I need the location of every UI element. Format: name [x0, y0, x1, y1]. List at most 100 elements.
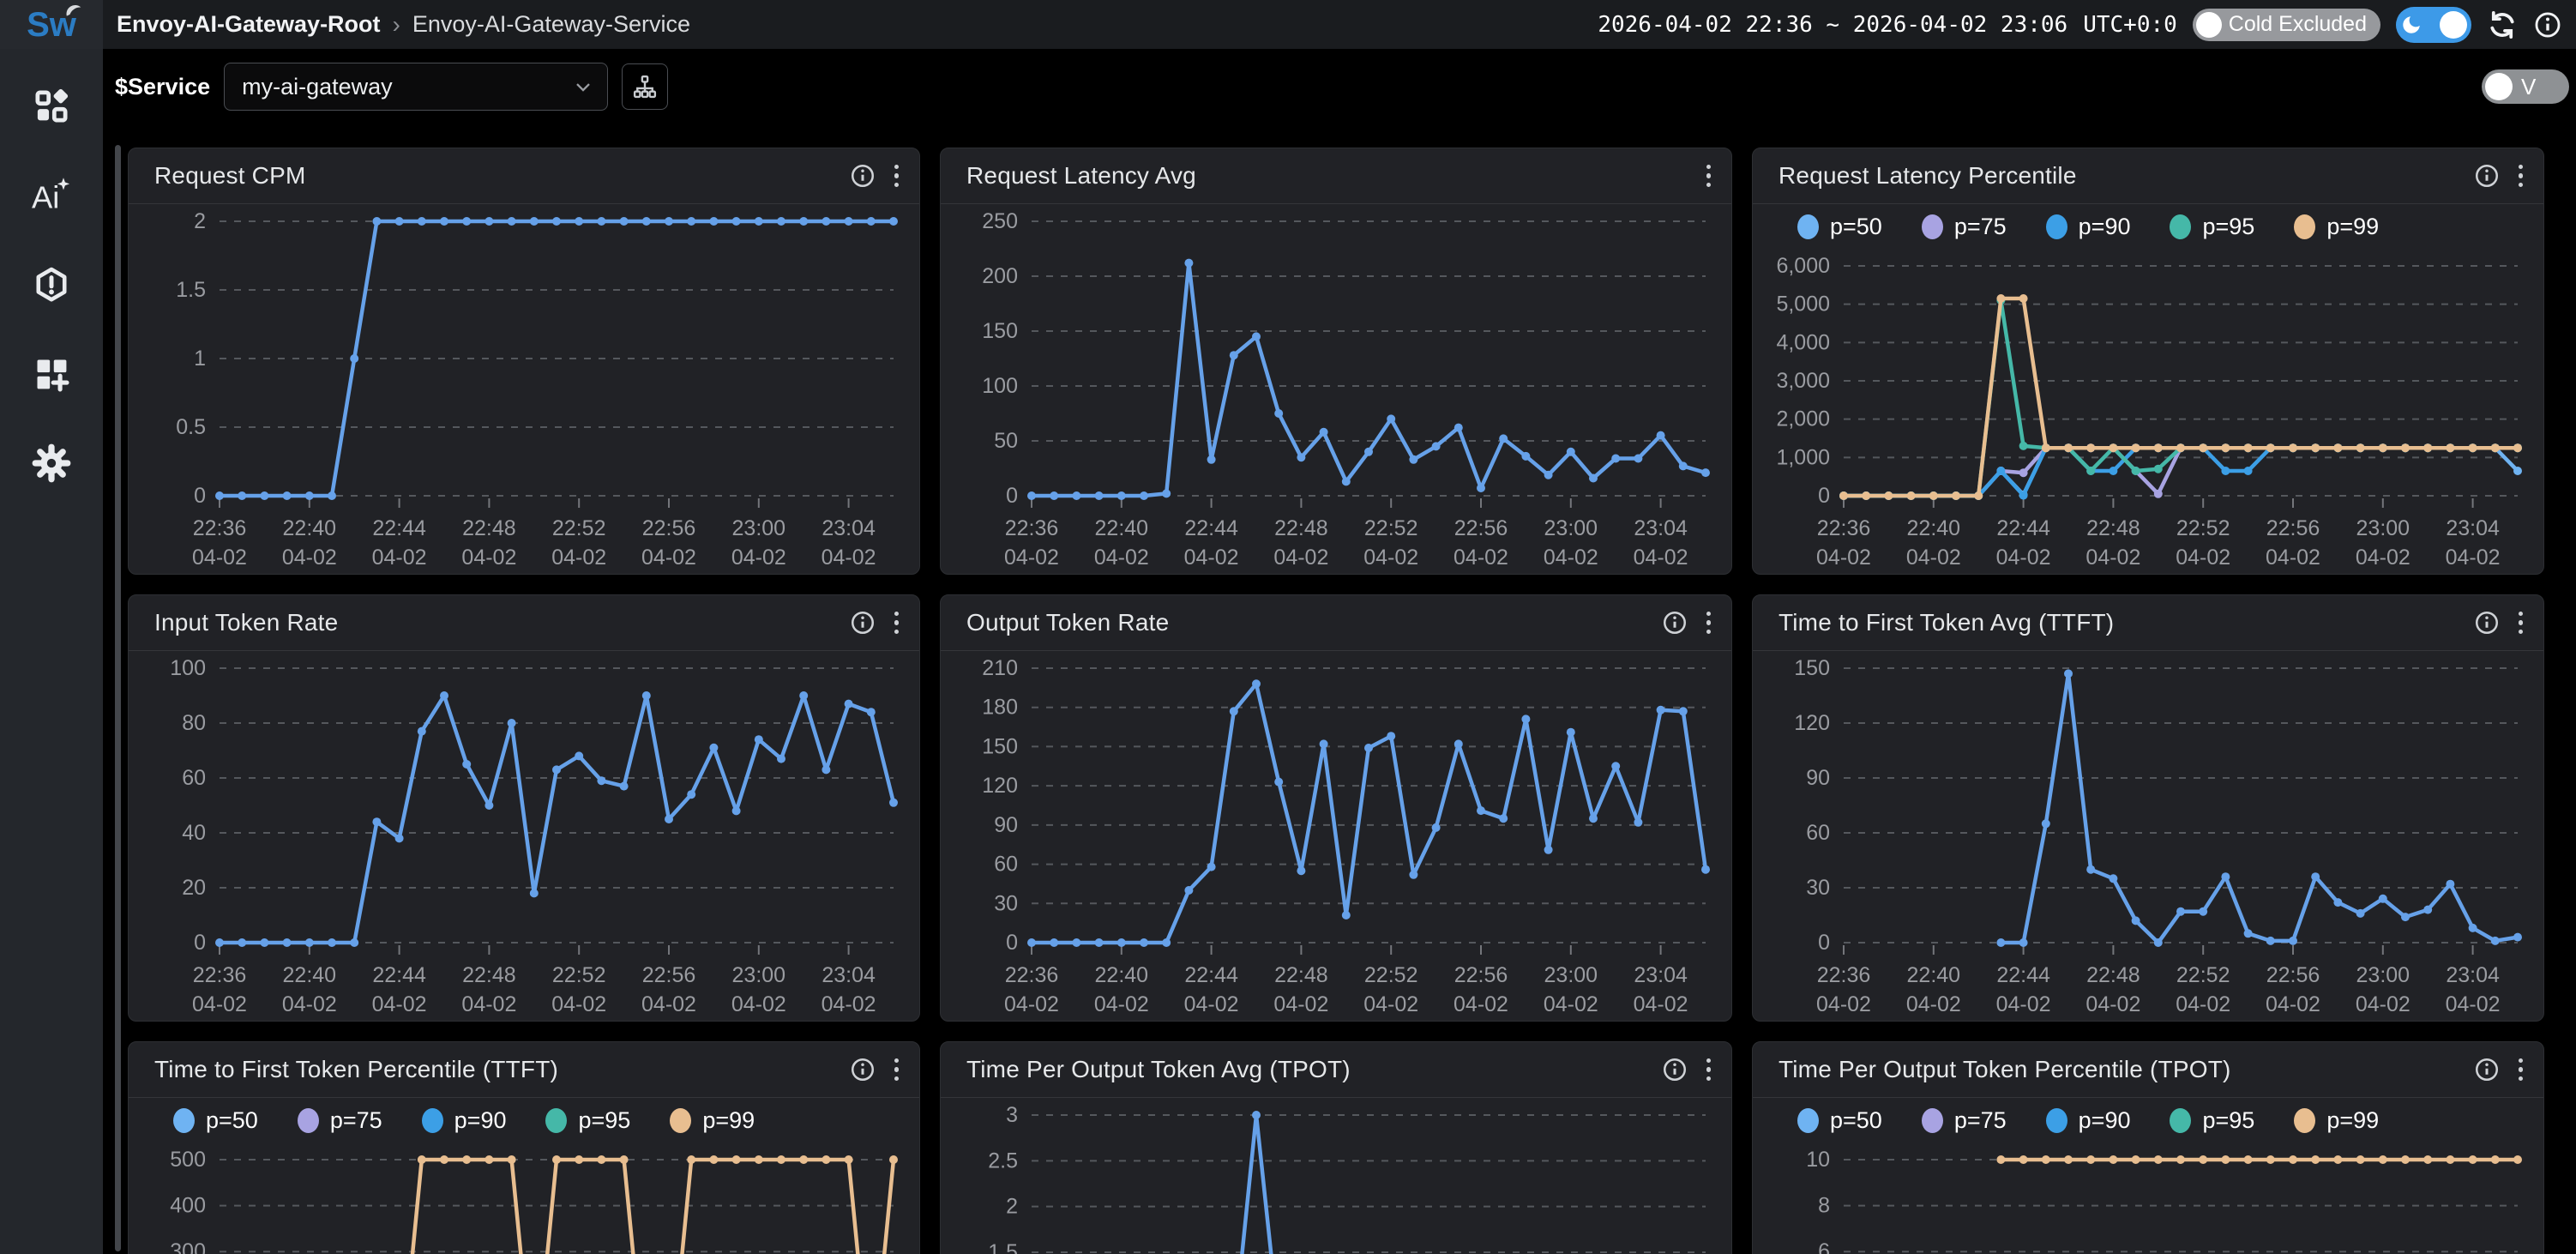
chart-menu-icon[interactable] — [1706, 611, 1711, 635]
svg-text:22:56: 22:56 — [2266, 963, 2320, 987]
svg-text:22:48: 22:48 — [1274, 963, 1328, 987]
view-toggle[interactable]: V — [2482, 69, 2569, 104]
chart-menu-icon[interactable] — [894, 1058, 899, 1082]
sidebar-item-ai-assistant[interactable]: Ai — [32, 176, 71, 215]
line-chart[interactable]: 0 30 60 90 120 150 22:36 04-02 22:40 04-02 22:44 04… — [1753, 651, 2543, 1022]
breadcrumb-root[interactable]: Envoy-AI-Gateway-Root — [117, 11, 381, 37]
dashboard-filter-bar: $Service my-ai-gateway V — [103, 49, 2576, 124]
legend-item-p-75[interactable]: p=75 — [1921, 1107, 2007, 1134]
info-icon[interactable] — [2533, 10, 2562, 39]
legend-label: p=99 — [2326, 1106, 2380, 1133]
time-range-picker[interactable]: 2026-04-02 22:36 ~ 2026-04-02 23:06 — [1598, 11, 2068, 38]
refresh-icon[interactable] — [2487, 9, 2518, 40]
legend-item-p-90[interactable]: p=90 — [421, 1107, 506, 1134]
chart-info-icon[interactable] — [1662, 610, 1688, 636]
legend-label: p=75 — [1953, 213, 2007, 239]
chart-menu-icon[interactable] — [2518, 611, 2523, 635]
chart-panel-input-token-rate: Input Token Rate 0 20 40 60 80 100 22:36 04-02 2… — [128, 594, 920, 1022]
line-chart[interactable]: 0 20 40 60 80 100 22:36 04-02 22:40 04-02 22:44 04-… — [129, 651, 919, 1022]
svg-text:04-02: 04-02 — [1634, 992, 1688, 1016]
legend-item-p-99[interactable]: p=99 — [2294, 214, 2379, 240]
svg-text:22:44: 22:44 — [1996, 963, 2050, 987]
svg-text:22:52: 22:52 — [2176, 963, 2230, 987]
svg-text:210: 210 — [982, 656, 1018, 680]
alert-hexagon-icon — [36, 267, 67, 302]
svg-text:10: 10 — [1806, 1148, 1830, 1172]
legend-label: p=90 — [2078, 1106, 2131, 1133]
chart-info-icon[interactable] — [2474, 163, 2500, 189]
line-chart[interactable]: 0 30 60 90 120 150 180 210 22:36 04-02 22:40 04-02 2… — [941, 651, 1731, 1022]
line-chart[interactable]: 0 1,000 2,000 3,000 4,000 5,000 6,000 22:36 04-0… — [1753, 249, 2543, 575]
chart-menu-icon[interactable] — [2518, 1058, 2523, 1082]
svg-text:22:48: 22:48 — [2086, 963, 2140, 987]
legend-item-p-95[interactable]: p=95 — [545, 1107, 630, 1134]
chart-info-icon[interactable] — [2474, 1057, 2500, 1082]
legend-item-p-75[interactable]: p=75 — [297, 1107, 382, 1134]
legend-item-p-50[interactable]: p=50 — [1797, 1107, 1882, 1134]
utc-offset[interactable]: UTC+0:0 — [2083, 11, 2177, 38]
line-chart[interactable]: 0 0.5 1 1.5 2 22:36 04-02 22:40 04-02 22:44 04-02 2… — [129, 204, 919, 575]
chart-menu-icon[interactable] — [2518, 164, 2523, 188]
chart-title: Time to First Token Percentile (TTFT) — [154, 1056, 559, 1082]
sidebar-item-widgets[interactable] — [32, 354, 71, 394]
svg-text:23:00: 23:00 — [732, 516, 786, 540]
line-chart[interactable]: 010020030040050022:3604-0222:4004-0222:4… — [129, 1142, 919, 1254]
legend-item-p-95[interactable]: p=95 — [2170, 214, 2254, 240]
skywalking-logo[interactable]: Sw — [0, 0, 103, 49]
chart-title: Time Per Output Token Percentile (TPOT) — [1779, 1056, 2231, 1082]
breadcrumb-current[interactable]: Envoy-AI-Gateway-Service — [412, 11, 690, 37]
chart-menu-icon[interactable] — [894, 164, 899, 188]
svg-text:150: 150 — [982, 319, 1018, 343]
chart-menu-icon[interactable] — [894, 611, 899, 635]
line-chart[interactable]: 0 50 100 150 200 250 22:36 04-02 22:40 04-02 22:44… — [941, 204, 1731, 575]
svg-text:04-02: 04-02 — [2446, 546, 2501, 570]
svg-text:1.5: 1.5 — [988, 1240, 1018, 1254]
topology-button[interactable] — [622, 63, 669, 110]
legend-item-p-90[interactable]: p=90 — [2045, 214, 2130, 240]
legend-item-p-99[interactable]: p=99 — [670, 1107, 755, 1134]
svg-text:04-02: 04-02 — [1273, 992, 1328, 1016]
svg-text:22:56: 22:56 — [2266, 516, 2320, 540]
legend-item-p-95[interactable]: p=95 — [2170, 1107, 2254, 1134]
legend-label: p=50 — [206, 1106, 258, 1133]
chart-info-icon[interactable] — [850, 163, 876, 189]
svg-text:04-02: 04-02 — [1816, 546, 1871, 570]
svg-text:04-02: 04-02 — [1184, 992, 1239, 1016]
svg-text:04-02: 04-02 — [1906, 992, 1961, 1016]
service-select[interactable]: my-ai-gateway — [224, 63, 609, 111]
cold-excluded-toggle[interactable]: Cold Excluded — [2192, 8, 2380, 41]
svg-text:80: 80 — [182, 711, 206, 735]
line-chart[interactable]: 00.511.522.5322:3604-0222:4004-0222:4404… — [941, 1098, 1731, 1254]
line-chart[interactable]: 024681022:3604-0222:4004-0222:4404-0222:… — [1753, 1142, 2543, 1254]
legend-item-p-99[interactable]: p=99 — [2294, 1107, 2379, 1134]
toggle-knob — [2440, 10, 2467, 39]
sidebar-item-dashboards[interactable] — [32, 87, 71, 126]
legend-item-p-50[interactable]: p=50 — [173, 1107, 258, 1134]
chart-panel-header: Time Per Output Token Percentile (TPOT) — [1753, 1042, 2543, 1098]
svg-text:04-02: 04-02 — [1363, 992, 1418, 1016]
svg-text:23:04: 23:04 — [2446, 516, 2500, 540]
sidebar-item-alerting[interactable] — [32, 265, 71, 304]
svg-text:04-02: 04-02 — [282, 992, 337, 1016]
svg-text:1.5: 1.5 — [176, 278, 206, 302]
legend-item-p-90[interactable]: p=90 — [2045, 1106, 2131, 1134]
dark-mode-toggle[interactable] — [2396, 6, 2471, 43]
chart-info-icon[interactable] — [850, 1057, 876, 1082]
vertical-scrollbar[interactable] — [115, 145, 121, 1251]
chart-title: Request CPM — [154, 162, 306, 189]
svg-text:150: 150 — [982, 734, 1018, 758]
svg-text:22:40: 22:40 — [1095, 963, 1149, 987]
chart-info-icon[interactable] — [1662, 1057, 1688, 1082]
chart-info-icon[interactable] — [2474, 610, 2500, 636]
svg-text:100: 100 — [982, 374, 1018, 398]
sidebar-item-settings[interactable] — [32, 443, 71, 483]
chart-menu-icon[interactable] — [1706, 1058, 1711, 1082]
legend-item-p-75[interactable]: p=75 — [1921, 213, 2007, 240]
svg-text:23:00: 23:00 — [1544, 963, 1598, 987]
svg-text:04-02: 04-02 — [1816, 992, 1871, 1016]
legend-item-p-50[interactable]: p=50 — [1797, 214, 1882, 240]
chart-info-icon[interactable] — [850, 610, 876, 636]
chart-menu-icon[interactable] — [1706, 164, 1711, 188]
svg-text:22:52: 22:52 — [552, 516, 606, 540]
legend-label: p=95 — [578, 1106, 631, 1133]
